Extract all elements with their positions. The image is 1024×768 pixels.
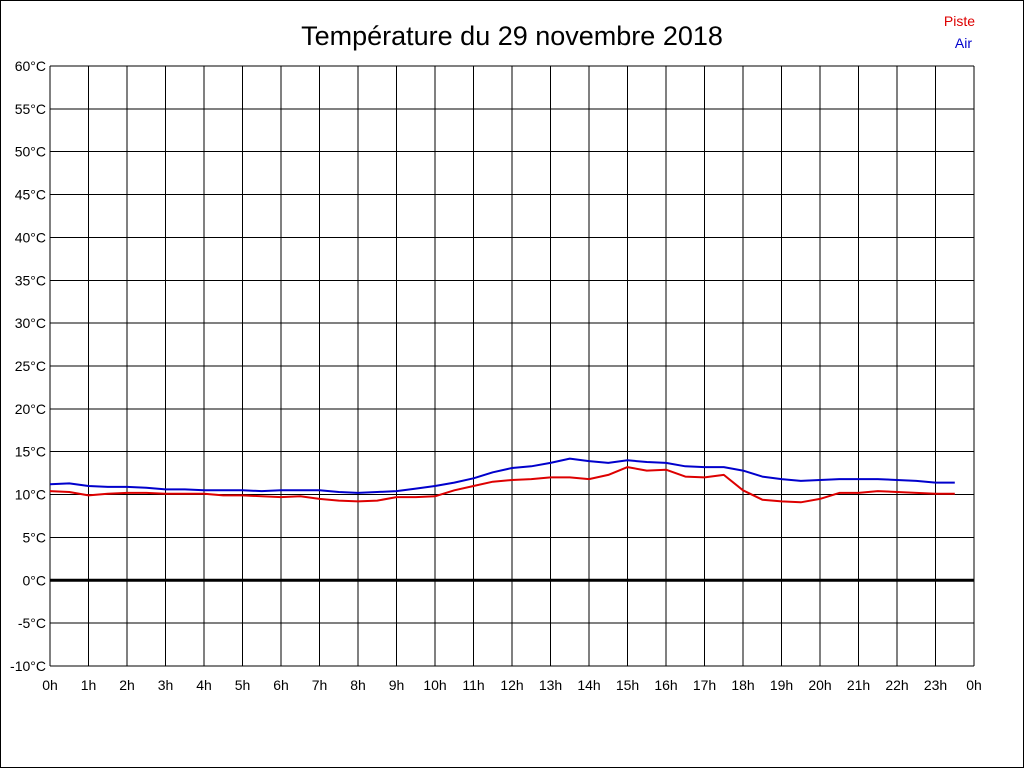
x-tick-label: 3h [158, 677, 174, 693]
y-tick-label: 45°C [15, 187, 46, 203]
legend-entry-air: Air [955, 35, 972, 51]
x-tick-label: 21h [847, 677, 870, 693]
x-tick-label: 1h [81, 677, 97, 693]
x-tick-label: 16h [654, 677, 677, 693]
legend-entry-piste: Piste [944, 13, 975, 29]
x-tick-label: 7h [312, 677, 328, 693]
x-tick-label: 9h [389, 677, 405, 693]
x-tick-label: 10h [423, 677, 446, 693]
x-tick-label: 0h [966, 677, 982, 693]
x-tick-label: 23h [924, 677, 947, 693]
y-tick-label: -10°C [10, 658, 46, 674]
y-tick-label: -5°C [18, 615, 46, 631]
x-tick-label: 4h [196, 677, 212, 693]
y-tick-label: 40°C [15, 229, 46, 245]
x-tick-label: 8h [350, 677, 366, 693]
x-tick-label: 2h [119, 677, 135, 693]
x-tick-label: 6h [273, 677, 289, 693]
x-tick-label: 19h [770, 677, 793, 693]
axis-labels-layer: 60°C 55°C 50°C 45°C 40°C 35°C 30°C 25°C 20°C 15°C… [10, 58, 982, 693]
series-line-piste [49, 466, 955, 504]
y-tick-label: 20°C [15, 401, 46, 417]
x-tick-label: 17h [693, 677, 716, 693]
x-tick-label: 13h [539, 677, 562, 693]
x-tick-label: 15h [616, 677, 639, 693]
series-line-air [49, 457, 955, 494]
x-tick-label: 11h [462, 677, 484, 693]
x-tick-label: 0h [42, 677, 58, 693]
y-tick-label: 55°C [15, 101, 46, 117]
grid-layer [49, 65, 975, 667]
x-tick-label: 12h [500, 677, 523, 693]
y-tick-label: 60°C [15, 58, 46, 74]
x-tick-label: 18h [731, 677, 754, 693]
y-tick-label: 50°C [15, 144, 46, 160]
y-tick-label: 15°C [15, 444, 46, 460]
y-tick-label: 5°C [23, 529, 47, 545]
y-tick-label: 35°C [15, 272, 46, 288]
x-tick-label: 5h [235, 677, 251, 693]
y-tick-label: 30°C [15, 315, 46, 331]
legend: Piste Air [944, 13, 975, 51]
chart-title: Température du 29 novembre 2018 [301, 21, 723, 51]
y-tick-label: 0°C [23, 572, 47, 588]
series-layer [49, 457, 955, 504]
x-tick-label: 22h [885, 677, 908, 693]
y-tick-label: 25°C [15, 358, 46, 374]
x-tick-label: 14h [577, 677, 600, 693]
x-tick-label: 20h [808, 677, 831, 693]
y-tick-label: 10°C [15, 487, 46, 503]
